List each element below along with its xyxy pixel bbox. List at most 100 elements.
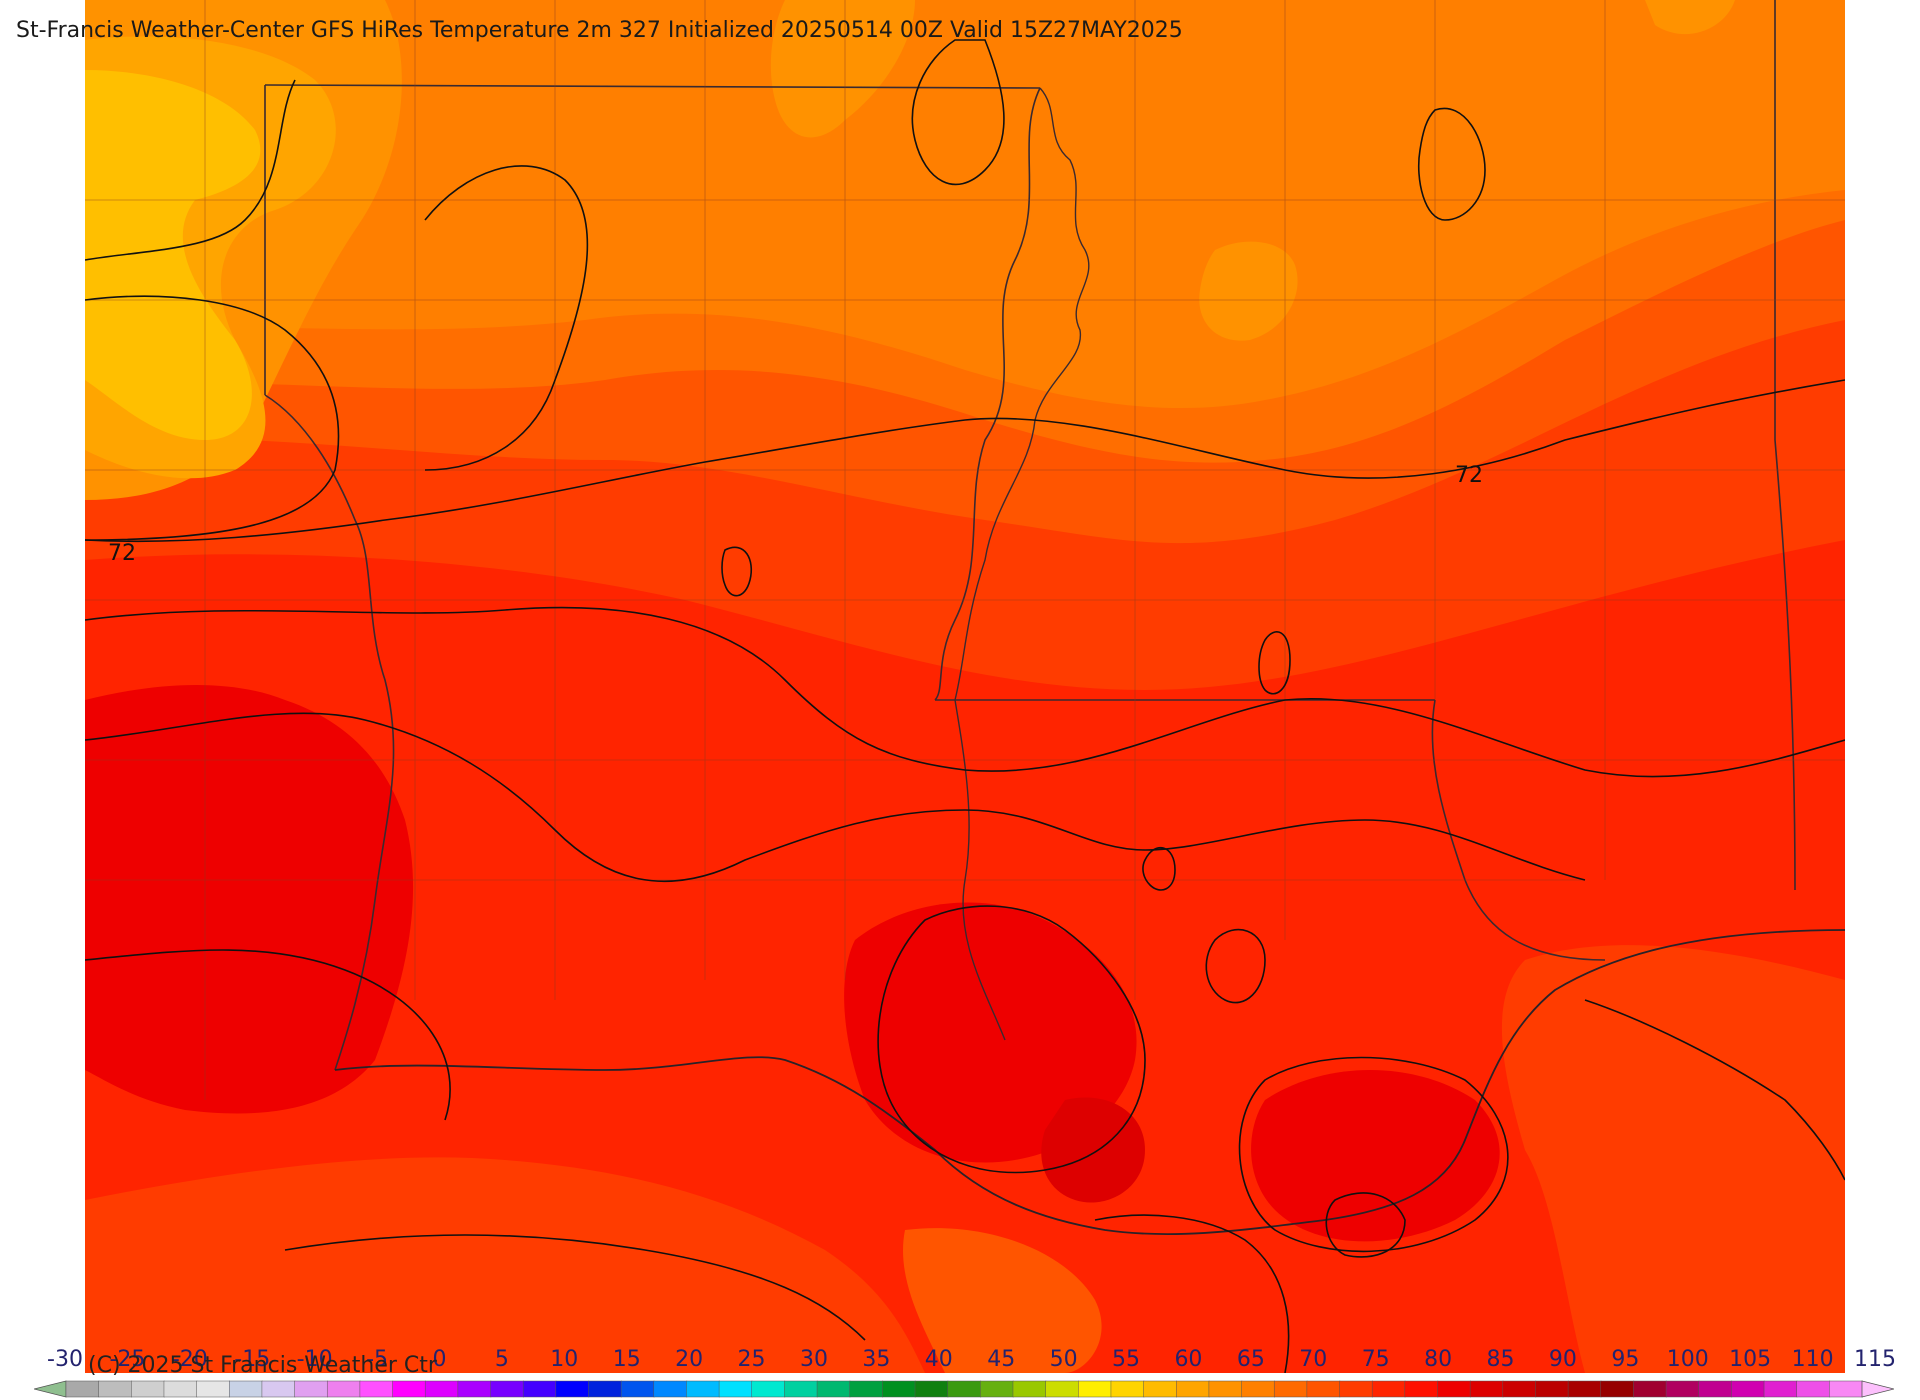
colorbar-swatch — [490, 1380, 524, 1398]
colorbar-tick-label: 90 — [1548, 1347, 1577, 1372]
colorbar-swatch — [718, 1380, 753, 1398]
colorbar-swatch — [1763, 1380, 1798, 1398]
colorbar-swatch — [620, 1380, 655, 1398]
colorbar-swatch — [522, 1380, 557, 1398]
colorbar-swatch — [65, 1380, 100, 1398]
temp-hot-west — [85, 685, 414, 1114]
temp-gulf-cool3 — [1501, 945, 1845, 1373]
colorbar-tick-label: 95 — [1611, 1347, 1640, 1372]
temperature-colorbar — [34, 1380, 1894, 1398]
colorbar-swatch — [555, 1380, 590, 1398]
copyright-notice: (C) 2025 St Francis Weather Ctr — [88, 1353, 437, 1378]
temp-gulf-cool2 — [903, 1228, 1102, 1373]
colorbar-swatch — [1469, 1380, 1504, 1398]
colorbar-swatch — [1012, 1380, 1047, 1398]
colorbar-tick-label: 35 — [862, 1347, 891, 1372]
colorbar-tick-label: 55 — [1112, 1347, 1141, 1372]
colorbar-swatch — [1731, 1380, 1765, 1398]
colorbar-tick-label: 0 — [432, 1347, 447, 1372]
colorbar-swatch — [424, 1380, 459, 1398]
colorbar-tick-label: 25 — [737, 1347, 766, 1372]
colorbar-swatch — [1665, 1380, 1700, 1398]
colorbar-swatch — [1176, 1380, 1210, 1398]
colorbar-swatch — [914, 1380, 949, 1398]
colorbar-swatch — [784, 1380, 818, 1398]
colorbar-swatch — [131, 1380, 165, 1398]
colorbar-swatch — [980, 1380, 1014, 1398]
temp-cool-ne — [1199, 241, 1298, 341]
temp-hot-center — [844, 902, 1137, 1163]
colorbar-swatch — [947, 1380, 982, 1398]
colorbar-swatch — [751, 1380, 786, 1398]
colorbar-tick-label: 105 — [1729, 1347, 1772, 1372]
colorbar-swatch — [1143, 1380, 1178, 1398]
colorbar-swatch — [1273, 1380, 1308, 1398]
temp-coolest-nw — [85, 70, 261, 440]
colorbar-tick-label: 80 — [1424, 1347, 1453, 1372]
colorbar-swatch — [359, 1380, 394, 1398]
colorbar-swatch — [294, 1380, 328, 1398]
temperature-map: 72 72 — [85, 0, 1845, 1373]
colorbar-swatch — [1437, 1380, 1471, 1398]
colorbar-swatch — [196, 1380, 231, 1398]
colorbar-swatch — [1404, 1380, 1439, 1398]
colorbar-tick-label: 60 — [1174, 1347, 1203, 1372]
mississippi-river — [954, 87, 1090, 1041]
colorbar-swatch — [98, 1380, 133, 1398]
temp-cool-ne2 — [1645, 0, 1735, 35]
colorbar-swatch — [686, 1380, 720, 1398]
temp-cool-north — [770, 0, 915, 138]
colorbar-swatch — [1045, 1380, 1080, 1398]
colorbar-swatch — [1829, 1380, 1863, 1398]
colorbar-swatch — [1078, 1380, 1112, 1398]
map-title: St-Francis Weather-Center GFS HiRes Temp… — [16, 18, 1183, 43]
colorbar-tick-label: 50 — [1049, 1347, 1078, 1372]
colorbar-ticks: -30 -25 -20 -15 -10 -5 0 5 10 15 20 25 30 35 40 45 50 55 6… — [0, 1347, 1920, 1375]
colorbar-tick-label: -30 — [47, 1347, 83, 1372]
colorbar-tick-label: 20 — [675, 1347, 704, 1372]
colorbar-swatch — [229, 1380, 263, 1398]
colorbar-swatch — [1110, 1380, 1145, 1398]
colorbar-swatch — [1208, 1380, 1243, 1398]
colorbar-tick-label: 5 — [494, 1347, 509, 1372]
colorbar-swatch — [1796, 1380, 1831, 1398]
temp-hot-c2 — [1041, 1097, 1145, 1203]
colorbar-tick-label: 10 — [550, 1347, 579, 1372]
isotherm-72 — [85, 379, 1845, 543]
colorbar-tick-label: 100 — [1666, 1347, 1709, 1372]
colorbar-swatch — [1600, 1380, 1635, 1398]
colorbar-swatch — [163, 1380, 198, 1398]
colorbar-swatch — [653, 1380, 688, 1398]
colorbar-tick-label: 40 — [924, 1347, 953, 1372]
isotherms — [85, 39, 1845, 1373]
colorbar-tick-label: -15 — [234, 1347, 271, 1372]
colorbar-tick-label: 15 — [612, 1347, 641, 1372]
temp-hot-se — [1251, 1070, 1500, 1242]
colorbar-tick-label: 75 — [1361, 1347, 1390, 1372]
temp-band-72 — [85, 0, 1845, 409]
colorbar-swatch — [1502, 1380, 1537, 1398]
colorbar-swatch — [1567, 1380, 1602, 1398]
colorbar-swatch — [392, 1380, 426, 1398]
colorbar-tick-label: 115 — [1854, 1347, 1896, 1372]
contour-label-72-west: 72 — [108, 541, 136, 566]
colorbar-tick-label: -5 — [366, 1347, 389, 1372]
colorbar-tick-label: 45 — [987, 1347, 1016, 1372]
colorbar-swatch — [1339, 1380, 1373, 1398]
colorbar-tick-label: -20 — [171, 1347, 208, 1372]
colorbar-swatch — [1306, 1380, 1341, 1398]
colorbar-tick-label: -25 — [109, 1347, 146, 1372]
colorbar-swatch — [588, 1380, 622, 1398]
colorbar-tick-label: 110 — [1791, 1347, 1834, 1372]
colorbar-swatch — [849, 1380, 884, 1398]
colorbar-over-arrow — [1861, 1380, 1894, 1398]
temp-gulf-cool — [85, 1157, 925, 1373]
colorbar-swatch — [326, 1380, 361, 1398]
colorbar-swatch — [1633, 1380, 1667, 1398]
colorbar-under-arrow — [34, 1380, 67, 1398]
colorbar-swatch — [1698, 1380, 1733, 1398]
colorbar-tick-label: 65 — [1236, 1347, 1265, 1372]
colorbar-tick-label: 85 — [1486, 1347, 1515, 1372]
coastline — [334, 929, 1845, 1236]
colorbar-tick-label: 30 — [799, 1347, 828, 1372]
